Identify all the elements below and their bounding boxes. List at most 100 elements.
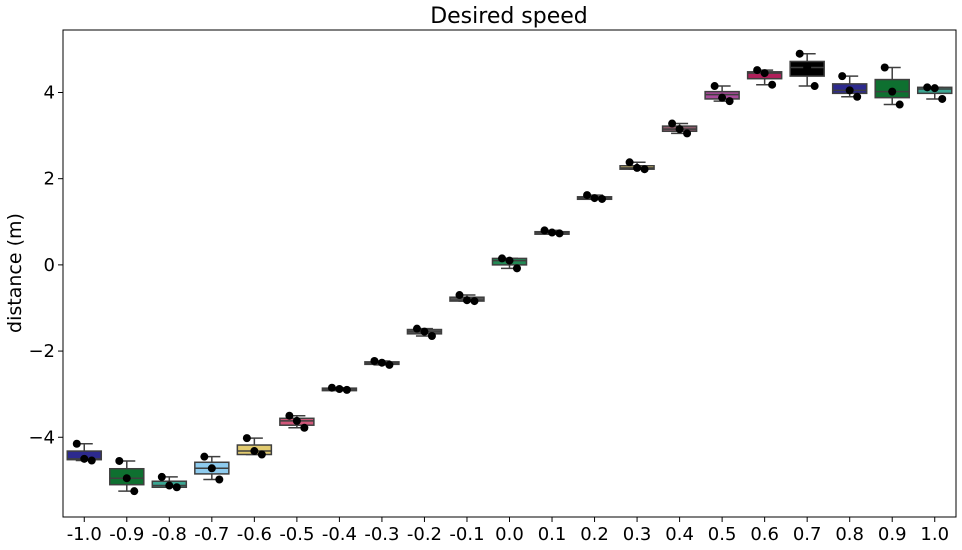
data-point [895,100,904,109]
x-tick-label: -0.1 [449,524,484,545]
data-point [80,454,89,463]
data-point [583,191,592,200]
box-group-0.1 [534,226,570,238]
data-point [555,229,564,238]
box-group-1.0 [916,83,953,103]
data-point [257,450,266,459]
x-tick-label: -0.2 [407,524,442,545]
data-point [115,456,124,465]
data-point [455,291,464,300]
data-point [377,358,386,367]
data-point [165,481,174,490]
y-tick-label: −2 [28,341,55,362]
data-point [548,228,557,237]
x-tick-label: -0.7 [194,524,229,545]
data-point [803,63,812,72]
box-group-0.5 [704,82,740,106]
data-point [938,94,947,103]
data-point [427,331,436,340]
data-point [923,83,932,92]
x-tick-label: 0.5 [708,524,737,545]
x-tick-label: 1.0 [920,524,949,545]
data-point [470,297,479,306]
data-point [725,97,734,106]
data-point [512,264,521,273]
x-tick-label: 0.7 [793,524,822,545]
x-tick-label: -0.9 [109,524,144,545]
y-tick-label: 2 [44,169,55,190]
x-tick-label: 0.4 [665,524,694,545]
x-tick-label: 0.8 [835,524,864,545]
y-axis-label: distance (m) [4,213,26,333]
data-point [292,416,301,425]
data-point [157,472,166,481]
box-group--0.1 [449,291,485,306]
data-point [335,385,344,394]
x-tick-label: -0.8 [152,524,187,545]
box-group--0.7 [194,452,230,484]
data-point [505,256,514,265]
box-group--0.6 [236,434,273,459]
x-tick-label: -0.4 [322,524,357,545]
x-tick-label: -0.3 [364,524,399,545]
box-group-0.6 [746,66,783,89]
data-point [130,487,139,496]
box-group-0.3 [619,158,655,174]
data-point [718,93,727,102]
data-point [753,66,762,75]
plot-frame [62,29,957,518]
box-group--0.2 [406,324,443,340]
data-point [172,483,181,492]
data-point [207,464,216,473]
data-point [640,165,649,174]
data-point [285,411,294,420]
box-group-0.9 [874,63,910,109]
data-point [72,439,81,448]
data-point [420,327,429,336]
data-point [412,324,421,333]
data-point [327,383,336,392]
x-tick-label: 0.1 [538,524,567,545]
data-point [625,158,634,167]
box-group--0.3 [364,356,400,369]
y-tick-label: 0 [44,255,55,276]
data-point [888,87,897,96]
data-point [122,474,131,483]
data-point [668,119,677,128]
box-group-0.0 [491,254,528,273]
box-group--0.4 [321,383,358,394]
data-point [760,69,769,78]
data-point [675,125,684,134]
y-tick-label: 4 [44,82,55,103]
data-point [462,296,471,305]
data-point [200,452,209,461]
box-group-0.4 [661,119,698,138]
data-point [710,82,719,91]
x-tick-label: 0.3 [623,524,652,545]
x-tick-label: -0.5 [279,524,314,545]
data-point [370,356,379,365]
x-tick-label: -0.6 [237,524,272,545]
y-tick-label: −4 [28,427,55,448]
box-group-0.2 [576,191,613,203]
data-point [853,92,862,101]
box-group--0.5 [279,411,315,432]
data-point [250,447,259,456]
data-point [683,129,692,138]
x-tick-label: 0.6 [750,524,779,545]
data-point [300,423,309,432]
data-point [215,475,224,484]
x-tick-label: 0.0 [495,524,524,545]
x-tick-label: -1.0 [67,524,102,545]
box-group--0.9 [109,456,145,496]
data-point [598,194,607,203]
box-group--1.0 [66,439,103,465]
data-point [342,385,351,394]
data-point [87,456,96,465]
data-point [242,434,251,443]
data-point [810,82,819,91]
data-point [845,86,854,95]
x-tick-label: 0.9 [878,524,907,545]
box-group-0.7 [789,49,825,91]
data-point [498,254,507,263]
